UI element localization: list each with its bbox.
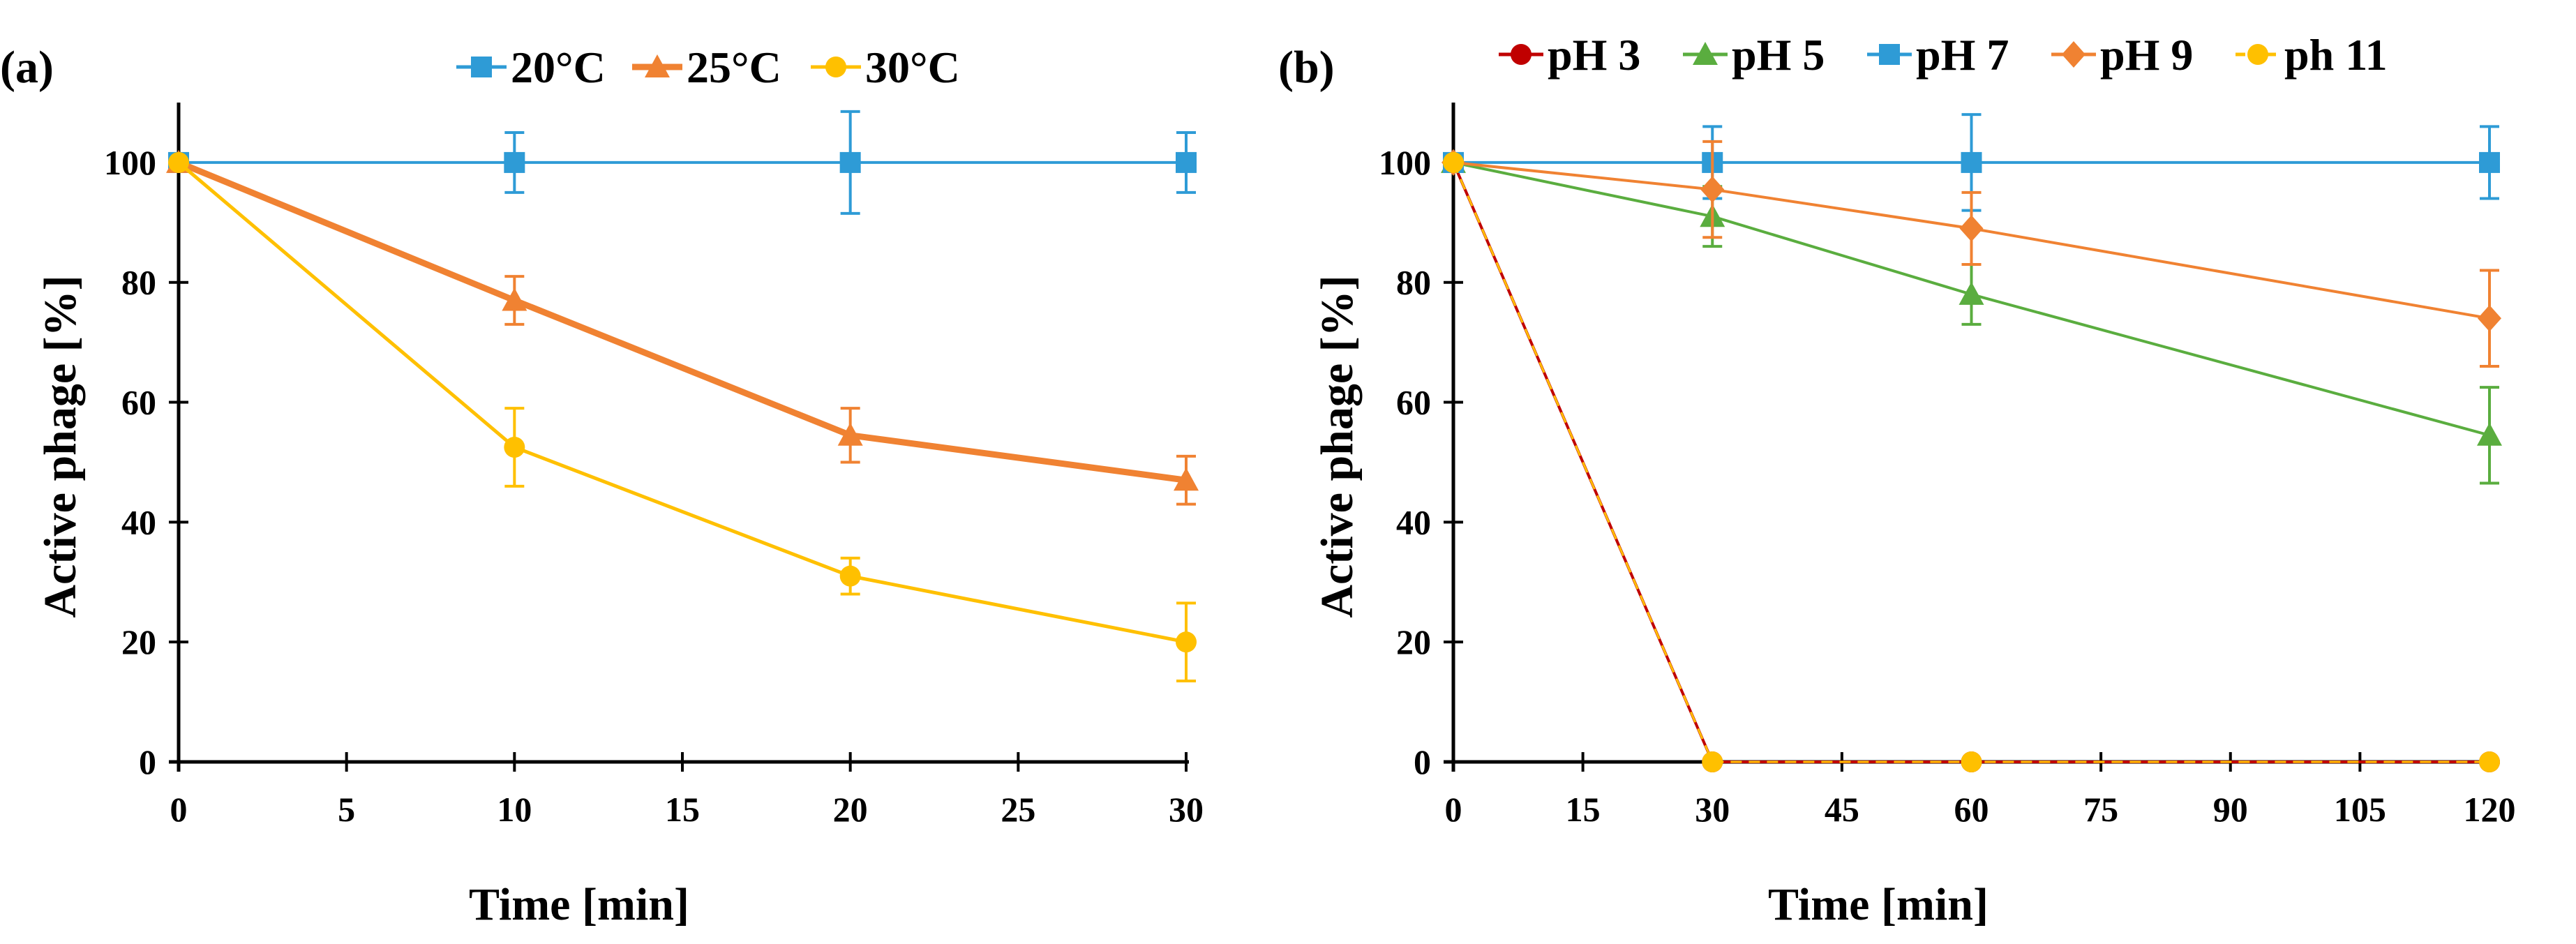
panel-b-point-ph-11-60 bbox=[1961, 751, 1982, 772]
panel-a-x-tick-label-25: 25 bbox=[1001, 790, 1035, 829]
panel-b-line-ph-9 bbox=[1453, 160, 2490, 320]
panel-a-point-25c-30 bbox=[1174, 467, 1199, 491]
panel-b-line-ph-5 bbox=[1453, 160, 2490, 437]
panel-b-y-tick-label-0: 0 bbox=[1414, 742, 1431, 781]
panel-b-x-tick-label-120: 120 bbox=[2464, 790, 2516, 829]
panel-b-point-ph-9-30 bbox=[1700, 176, 1725, 203]
panel-b-point-ph-9-60 bbox=[1959, 215, 1984, 242]
panel-a-legend-item-25c: 25°C bbox=[632, 43, 781, 92]
panel-a-y-axis-title: Active phage [%] bbox=[35, 275, 86, 617]
panel-b-x-tick-label-45: 45 bbox=[1825, 790, 1859, 829]
panel-b-point-ph-7-120 bbox=[2479, 151, 2500, 173]
panel-a-legend-label-20c: 20°C bbox=[511, 43, 606, 92]
panel-a-point-25c-20 bbox=[837, 422, 863, 446]
panel-b-x-axis-title: Time [min] bbox=[1768, 879, 1989, 930]
panel-b-point-ph-11-30 bbox=[1702, 751, 1723, 772]
panel-a-x-tick-label-15: 15 bbox=[665, 790, 700, 829]
panel-a-x-tick-label-5: 5 bbox=[338, 790, 355, 829]
panel-a-series-25c bbox=[166, 149, 1199, 506]
panel-b-y-tick-label-40: 40 bbox=[1396, 502, 1431, 541]
panel-b-point-ph-9-120 bbox=[2478, 305, 2501, 332]
panel-a-point-20c-10 bbox=[504, 151, 525, 173]
panel-a-y-tick-label-0: 0 bbox=[139, 742, 156, 781]
panel-a-plot-area: 0 20 40 60 80 100 0 5 10 15 20 25 30 bbox=[104, 103, 1204, 829]
panel-b-x-tick-label-60: 60 bbox=[1954, 790, 1989, 829]
panel-a-point-30c-10 bbox=[504, 436, 525, 458]
panel-b-point-ph-7-60 bbox=[1961, 151, 1982, 173]
panel-b-x-tick-label-30: 30 bbox=[1695, 790, 1730, 829]
panel-b-legend-item-ph-9: pH 9 bbox=[2051, 30, 2193, 80]
panel-a-legend-marker-25c bbox=[645, 54, 670, 77]
panel-a-point-20c-30 bbox=[1176, 151, 1197, 173]
panel-b-legend-marker-ph-3 bbox=[1511, 44, 1532, 65]
panel-a-line-30c bbox=[177, 161, 1187, 644]
panel-b-legend-marker-ph-7 bbox=[1879, 44, 1900, 65]
panel-a-y-tick-label-20: 20 bbox=[121, 622, 156, 661]
panel-a-label: (a) bbox=[0, 42, 54, 93]
panel-a-x-axis-title: Time [min] bbox=[469, 879, 689, 930]
panel-b-series-ph-11 bbox=[1443, 151, 2500, 772]
panel-b-legend-marker-ph-9 bbox=[2062, 41, 2085, 68]
panel-b-x-tick-label-0: 0 bbox=[1445, 790, 1462, 829]
panel-b-legend-label-ph-11: ph 11 bbox=[2284, 30, 2388, 80]
panel-a-legend-marker-30c bbox=[825, 57, 846, 77]
panel-a-x-tick-label-10: 10 bbox=[497, 790, 532, 829]
panel-a-point-20c-20 bbox=[839, 151, 861, 173]
panel-b-point-ph-11-120 bbox=[2479, 751, 2500, 772]
panel-b-y-tick-label-60: 60 bbox=[1396, 383, 1431, 422]
panel-a-legend-label-30c: 30°C bbox=[865, 43, 960, 92]
panel-b-point-ph-5-120 bbox=[2477, 422, 2502, 446]
panel-b-legend-marker-ph-5 bbox=[1693, 42, 1718, 65]
panel-a-x-tick-label-0: 0 bbox=[170, 790, 188, 829]
panel-b-y-tick-label-100: 100 bbox=[1379, 143, 1431, 182]
panel-b-legend-label-ph-9: pH 9 bbox=[2100, 30, 2193, 80]
panel-b-legend: pH 3 pH 5 pH 7 pH 9 ph 11 bbox=[1499, 30, 2388, 80]
panel-b-legend-marker-ph-11 bbox=[2247, 44, 2268, 65]
panel-b-point-ph-5-60 bbox=[1959, 281, 1984, 305]
panel-b-x-tick-label-90: 90 bbox=[2213, 790, 2248, 829]
panel-a-series-30c bbox=[168, 151, 1197, 683]
panel-a-legend: 20°C 25°C 30°C bbox=[456, 43, 960, 92]
panel-b-y-tick-label-80: 80 bbox=[1396, 263, 1431, 302]
panel-a-y-tick-label-80: 80 bbox=[121, 263, 156, 302]
panel-a-x-tick-label-20: 20 bbox=[833, 790, 868, 829]
panel-a-legend-item-20c: 20°C bbox=[456, 43, 606, 92]
panel-b-legend-label-ph-3: pH 3 bbox=[1548, 30, 1640, 80]
panel-a-point-30c-0 bbox=[168, 151, 189, 173]
panel-b-y-tick-label-20: 20 bbox=[1396, 622, 1431, 661]
panel-a-legend-label-25c: 25°C bbox=[687, 43, 781, 92]
panel-b-x-tick-label-75: 75 bbox=[2083, 790, 2118, 829]
panel-b-label: (b) bbox=[1278, 42, 1335, 93]
panel-b-chart: (b) pH 3 pH 5 pH 7 pH 9 ph 11 0 20 40 60 80 100 0 1… bbox=[1278, 30, 2516, 930]
panel-a-y-tick-label-100: 100 bbox=[104, 143, 156, 182]
panel-a-line-25c bbox=[177, 159, 1187, 484]
panel-b-legend-item-ph-3: pH 3 bbox=[1499, 30, 1640, 80]
panel-a-point-25c-10 bbox=[502, 287, 527, 311]
panel-b-legend-label-ph-7: pH 7 bbox=[1916, 30, 2009, 80]
panel-b-legend-item-ph-5: pH 5 bbox=[1683, 30, 1825, 80]
panel-b-legend-label-ph-5: pH 5 bbox=[1732, 30, 1825, 80]
panel-a-point-30c-20 bbox=[839, 565, 861, 587]
panel-b-y-axis-title: Active phage [%] bbox=[1312, 275, 1363, 617]
panel-a-x-tick-label-30: 30 bbox=[1169, 790, 1204, 829]
panel-a-y-tick-label-60: 60 bbox=[121, 383, 156, 422]
panel-a-point-30c-30 bbox=[1176, 631, 1197, 653]
panel-b-x-tick-label-15: 15 bbox=[1566, 790, 1601, 829]
panel-b-x-tick-label-105: 105 bbox=[2334, 790, 2386, 829]
panel-b-plot-area: 0 20 40 60 80 100 0 15 30 45 60 75 90 105 120 bbox=[1379, 103, 2516, 829]
panel-b-legend-item-ph-11: ph 11 bbox=[2236, 30, 2388, 80]
panel-a-legend-item-30c: 30°C bbox=[811, 43, 960, 92]
panel-a-y-tick-label-40: 40 bbox=[121, 502, 156, 541]
panel-a-chart: (a) 20°C 25°C 30°C 0 20 40 60 80 100 0 5 10 15 20 25 3… bbox=[0, 42, 1204, 930]
panel-b-legend-item-ph-7: pH 7 bbox=[1867, 30, 2009, 80]
panel-b-point-ph-11-0 bbox=[1443, 151, 1464, 173]
panel-a-legend-marker-20c bbox=[471, 57, 492, 77]
panel-b-line-ph-11 bbox=[1452, 162, 2489, 763]
